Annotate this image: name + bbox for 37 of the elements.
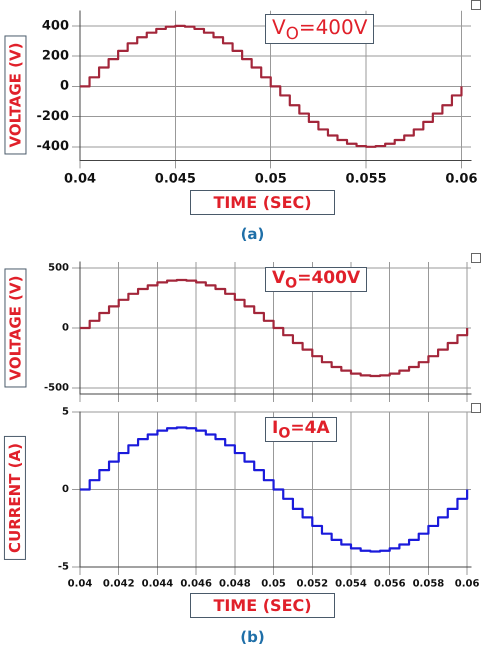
x-tick-label: 0.05 (261, 578, 286, 590)
y-tick-label: 5 (62, 406, 70, 418)
x-tick-label: 0.058 (412, 578, 444, 590)
x-tick-label: 0.052 (296, 578, 328, 590)
y-tick-label: 200 (42, 48, 69, 64)
x-tick-label: 0.06 (445, 172, 478, 187)
x-axis-title: TIME (SEC) (190, 593, 335, 618)
x-tick-label: 0.054 (335, 578, 367, 590)
y-axis-title: VOLTAGE (V) (4, 268, 26, 388)
text: (b) (239, 628, 266, 646)
x-axis-title: TIME (SEC) (190, 190, 335, 215)
annotation: I$_{O}$=4A (265, 417, 337, 442)
x-tick-label: 0.04 (64, 172, 96, 187)
x-tick-label: 0.048 (219, 578, 251, 590)
y-tick-label: -500 (44, 382, 70, 394)
y-tick-label: -400 (36, 139, 69, 154)
text: (a) (240, 225, 266, 243)
y-axis-title: VOLTAGE (V) (4, 36, 26, 154)
y-tick-label: -200 (36, 108, 69, 124)
y-tick-label: 0 (60, 78, 69, 94)
x-tick-label: 0.04 (68, 578, 92, 590)
x-tick-label: 0.045 (154, 172, 196, 187)
x-tick-label: 0.055 (346, 172, 387, 187)
y-tick-label: 0 (62, 322, 70, 334)
x-tick-label: 0.056 (374, 578, 406, 590)
x-tick-label: 0.046 (180, 578, 212, 590)
x-tick-label: 0.05 (254, 172, 287, 187)
annotation: V$_{O}$=400V (265, 14, 374, 44)
x-tick-label: 0.06 (454, 578, 480, 590)
y-tick-label: -5 (58, 562, 70, 573)
y-tick-label: 500 (48, 262, 70, 274)
annotation: V$_{O}$=400V (265, 267, 368, 292)
x-tick-label: 0.042 (102, 578, 135, 590)
x-tick-label: 0.044 (142, 578, 174, 590)
y-axis-title: CURRENT (A) (4, 436, 26, 560)
y-tick-label: 400 (42, 18, 69, 34)
y-tick-label: 0 (62, 484, 70, 496)
